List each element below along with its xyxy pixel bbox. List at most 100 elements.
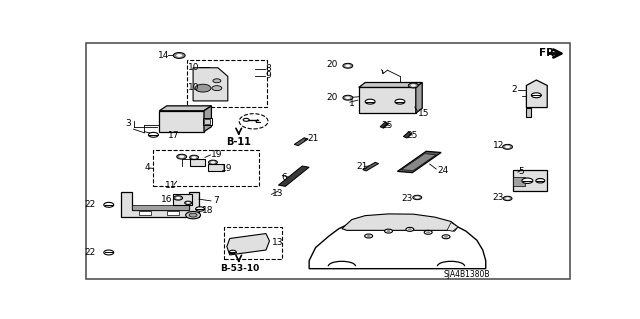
Circle shape	[173, 53, 185, 58]
Text: 15: 15	[419, 109, 430, 118]
Circle shape	[212, 86, 222, 91]
Circle shape	[186, 202, 190, 204]
Polygon shape	[278, 166, 309, 186]
Bar	[203, 118, 212, 125]
Polygon shape	[204, 106, 211, 132]
Circle shape	[411, 84, 416, 87]
Circle shape	[413, 195, 422, 200]
Text: 13: 13	[273, 238, 284, 247]
Circle shape	[179, 155, 184, 158]
Bar	[190, 159, 205, 167]
Polygon shape	[416, 83, 422, 113]
Bar	[159, 111, 204, 132]
Circle shape	[502, 145, 513, 149]
Bar	[359, 87, 416, 113]
Text: 16: 16	[161, 196, 172, 204]
Text: 3: 3	[125, 119, 131, 128]
Text: 2: 2	[512, 85, 518, 94]
Text: 17: 17	[168, 131, 180, 140]
Circle shape	[505, 145, 510, 148]
Text: 10: 10	[188, 63, 200, 72]
Text: 14: 14	[158, 51, 170, 60]
Polygon shape	[342, 214, 458, 231]
Circle shape	[195, 84, 211, 92]
Circle shape	[346, 96, 350, 99]
Polygon shape	[193, 68, 228, 101]
Circle shape	[173, 196, 182, 200]
Circle shape	[148, 132, 158, 137]
Bar	[154, 150, 259, 186]
Bar	[167, 211, 179, 215]
Bar	[204, 119, 210, 123]
Text: 13: 13	[273, 189, 284, 198]
Text: 7: 7	[213, 197, 219, 205]
Circle shape	[189, 213, 197, 217]
Polygon shape	[380, 122, 388, 128]
Text: 4: 4	[145, 163, 150, 173]
Polygon shape	[527, 108, 531, 117]
Circle shape	[343, 95, 353, 100]
Polygon shape	[121, 192, 199, 217]
Circle shape	[531, 93, 541, 98]
Text: 25: 25	[381, 121, 393, 130]
Circle shape	[387, 230, 390, 232]
Circle shape	[506, 197, 510, 200]
Circle shape	[385, 229, 392, 233]
Circle shape	[367, 235, 371, 237]
Polygon shape	[359, 83, 422, 87]
Circle shape	[211, 161, 215, 163]
Polygon shape	[397, 151, 441, 173]
Text: 19: 19	[221, 165, 233, 174]
Text: 19: 19	[211, 150, 223, 159]
Circle shape	[346, 64, 350, 67]
Circle shape	[365, 234, 372, 238]
Circle shape	[104, 202, 114, 207]
Text: 21: 21	[307, 134, 319, 143]
Circle shape	[176, 54, 182, 57]
Circle shape	[408, 228, 412, 230]
Text: 18: 18	[202, 206, 213, 215]
Text: 11: 11	[165, 181, 177, 190]
Polygon shape	[159, 106, 211, 111]
Circle shape	[406, 227, 414, 231]
Circle shape	[186, 211, 200, 219]
Text: 25: 25	[406, 131, 418, 140]
Text: 21: 21	[356, 162, 367, 171]
Text: 23: 23	[493, 193, 504, 202]
Circle shape	[185, 201, 191, 204]
Bar	[208, 164, 224, 171]
Bar	[513, 177, 525, 186]
Text: 22: 22	[84, 248, 96, 257]
Circle shape	[213, 79, 221, 83]
Text: 9: 9	[266, 71, 271, 80]
Polygon shape	[227, 234, 269, 255]
Circle shape	[192, 156, 196, 159]
Text: 20: 20	[326, 93, 338, 102]
Text: 24: 24	[437, 166, 449, 175]
Circle shape	[365, 99, 375, 104]
Bar	[173, 194, 192, 205]
Circle shape	[343, 63, 353, 68]
Text: 5: 5	[518, 167, 524, 176]
Circle shape	[424, 230, 432, 234]
Text: 22: 22	[84, 200, 96, 209]
Polygon shape	[447, 223, 458, 231]
Polygon shape	[294, 138, 308, 145]
Circle shape	[426, 231, 430, 233]
Circle shape	[442, 235, 450, 239]
Circle shape	[243, 118, 249, 121]
Text: SJA4B1380B: SJA4B1380B	[443, 270, 490, 278]
Circle shape	[503, 196, 512, 201]
Bar	[224, 227, 282, 259]
Polygon shape	[513, 170, 547, 191]
Circle shape	[104, 250, 114, 255]
Polygon shape	[132, 205, 189, 210]
Polygon shape	[401, 154, 436, 170]
Polygon shape	[527, 80, 547, 108]
Text: 1: 1	[349, 99, 355, 108]
Text: 20: 20	[326, 60, 338, 69]
Circle shape	[176, 197, 180, 199]
Polygon shape	[363, 162, 379, 171]
Circle shape	[415, 196, 419, 198]
Bar	[187, 60, 267, 107]
